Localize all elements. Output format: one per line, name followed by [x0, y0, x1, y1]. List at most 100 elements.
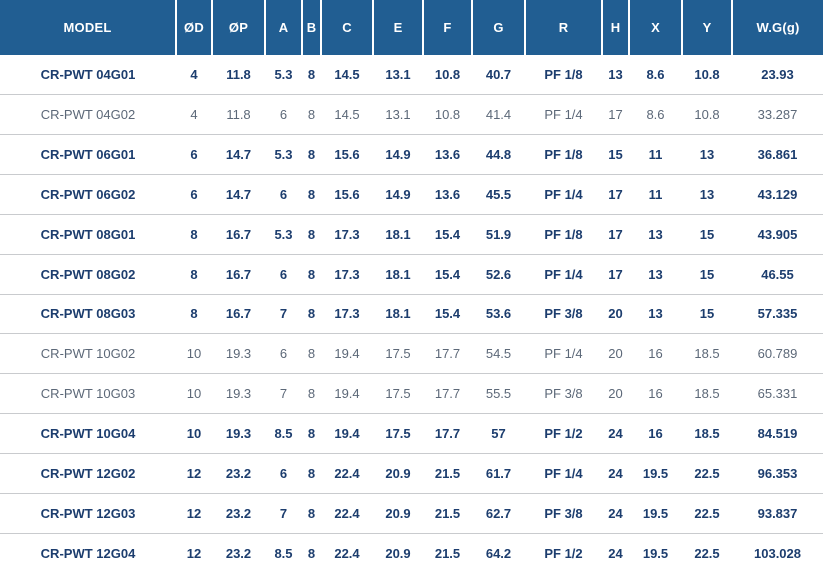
model-cell: CR-PWT 08G01 [0, 213, 176, 255]
table-row: CR-PWT 04G02 4 11.8 6 8 14.5 13.1 10.8 41.4 PF 1/… [0, 94, 823, 135]
value-cell: 10 [176, 413, 212, 454]
value-cell: 22.4 [321, 452, 373, 494]
value-cell: 15.6 [321, 174, 373, 215]
table-row: CR-PWT 08G03 8 16.7 7 8 17.3 18.1 15.4 53.6 PF 3/… [0, 293, 823, 334]
value-cell: 8 [176, 293, 212, 334]
value-cell: 13.1 [373, 94, 423, 135]
value-cell: 23.2 [212, 532, 265, 573]
value-cell: PF 1/8 [525, 213, 602, 255]
value-cell: 46.55 [732, 253, 823, 295]
value-cell: 19.3 [212, 413, 265, 454]
table-row: CR-PWT 10G02 10 19.3 6 8 19.4 17.5 17.7 54.5 PF 1… [0, 333, 823, 374]
column-header: B [301, 0, 321, 55]
value-cell: 8 [302, 452, 321, 494]
model-cell: CR-PWT 08G03 [0, 293, 176, 334]
value-cell: PF 1/8 [525, 134, 602, 175]
value-cell: 20 [602, 293, 629, 334]
value-cell: 45.5 [472, 174, 525, 215]
value-cell: 61.7 [472, 452, 525, 494]
value-cell: 19.4 [321, 373, 373, 414]
value-cell: 8.5 [265, 532, 302, 573]
value-cell: 6 [265, 94, 302, 135]
value-cell: 8 [302, 333, 321, 374]
value-cell: PF 1/4 [525, 253, 602, 295]
value-cell: 21.5 [423, 532, 472, 573]
value-cell: 8 [302, 94, 321, 135]
column-header: X [628, 0, 682, 55]
value-cell: 11.8 [212, 55, 265, 95]
value-cell: 14.7 [212, 174, 265, 215]
value-cell: 20.9 [373, 452, 423, 494]
value-cell: 13 [629, 213, 682, 255]
value-cell: 17.5 [373, 413, 423, 454]
value-cell: 11 [629, 174, 682, 215]
column-header: E [372, 0, 423, 55]
column-header: H [601, 0, 629, 55]
value-cell: 15.4 [423, 293, 472, 334]
value-cell: 60.789 [732, 333, 823, 374]
value-cell: 10 [176, 373, 212, 414]
value-cell: 53.6 [472, 293, 525, 334]
value-cell: 17.7 [423, 413, 472, 454]
value-cell: PF 3/8 [525, 373, 602, 414]
value-cell: 17.3 [321, 293, 373, 334]
column-header: W.G(g) [731, 0, 823, 55]
value-cell: 8.5 [265, 413, 302, 454]
value-cell: 65.331 [732, 373, 823, 414]
column-header: ØP [211, 0, 265, 55]
value-cell: 64.2 [472, 532, 525, 573]
column-header: MODEL [0, 0, 176, 55]
value-cell: 8.6 [629, 94, 682, 135]
value-cell: 10 [176, 333, 212, 374]
value-cell: 57.335 [732, 293, 823, 334]
value-cell: 15.6 [321, 134, 373, 175]
value-cell: 15 [682, 253, 732, 295]
value-cell: 6 [265, 452, 302, 494]
value-cell: 10.8 [423, 94, 472, 135]
value-cell: 5.3 [265, 213, 302, 255]
value-cell: 13.1 [373, 55, 423, 95]
value-cell: 20.9 [373, 532, 423, 573]
value-cell: 17.3 [321, 253, 373, 295]
value-cell: 16 [629, 373, 682, 414]
value-cell: 17 [602, 253, 629, 295]
column-header: A [264, 0, 302, 55]
value-cell: 11.8 [212, 94, 265, 135]
value-cell: PF 1/2 [525, 532, 602, 573]
column-header: C [320, 0, 373, 55]
value-cell: PF 1/2 [525, 413, 602, 454]
value-cell: 7 [265, 492, 302, 534]
value-cell: 20 [602, 333, 629, 374]
model-cell: CR-PWT 06G01 [0, 134, 176, 175]
value-cell: 57 [472, 413, 525, 454]
value-cell: 8 [176, 253, 212, 295]
value-cell: 43.129 [732, 174, 823, 215]
value-cell: 8 [302, 213, 321, 255]
model-cell: CR-PWT 06G02 [0, 174, 176, 215]
value-cell: 18.1 [373, 253, 423, 295]
value-cell: 17 [602, 94, 629, 135]
value-cell: 20.9 [373, 492, 423, 534]
value-cell: 5.3 [265, 134, 302, 175]
value-cell: 17.5 [373, 333, 423, 374]
value-cell: 8 [302, 253, 321, 295]
value-cell: 17.5 [373, 373, 423, 414]
value-cell: 22.5 [682, 452, 732, 494]
value-cell: 96.353 [732, 452, 823, 494]
value-cell: 16.7 [212, 293, 265, 334]
value-cell: 54.5 [472, 333, 525, 374]
value-cell: 40.7 [472, 55, 525, 95]
column-header: Y [681, 0, 732, 55]
model-cell: CR-PWT 04G01 [0, 55, 176, 95]
value-cell: 18.1 [373, 293, 423, 334]
value-cell: 15 [682, 293, 732, 334]
value-cell: 17.7 [423, 373, 472, 414]
table-body: CR-PWT 04G01 4 11.8 5.3 8 14.5 13.1 10.8 40.7 PF … [0, 55, 823, 573]
value-cell: 33.287 [732, 94, 823, 135]
table-row: CR-PWT 08G02 8 16.7 6 8 17.3 18.1 15.4 52.6 PF 1/… [0, 253, 823, 295]
value-cell: 24 [602, 413, 629, 454]
value-cell: 16 [629, 413, 682, 454]
value-cell: 19.3 [212, 373, 265, 414]
value-cell: 103.028 [732, 532, 823, 573]
column-header: ØD [175, 0, 212, 55]
